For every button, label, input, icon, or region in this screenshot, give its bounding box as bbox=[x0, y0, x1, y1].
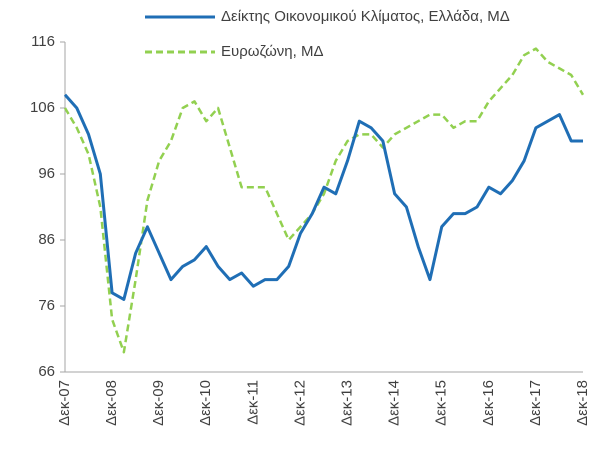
x-tick-label: Δεκ-16 bbox=[480, 380, 497, 426]
x-tick-label: Δεκ-07 bbox=[56, 380, 73, 426]
y-tick-label: 106 bbox=[30, 99, 55, 116]
y-tick-label: 96 bbox=[38, 165, 55, 182]
series-line bbox=[63, 47, 585, 354]
y-tick-label: 76 bbox=[38, 297, 55, 314]
x-tick-label: Δεκ-17 bbox=[527, 380, 544, 426]
x-tick-label: Δεκ-15 bbox=[433, 380, 450, 426]
y-tick-label: 86 bbox=[38, 231, 55, 248]
x-tick-label: Δεκ-10 bbox=[197, 380, 214, 426]
x-tick-label: Δεκ-09 bbox=[150, 380, 167, 426]
x-tick-label: Δεκ-11 bbox=[244, 380, 261, 425]
x-tick-label: Δεκ-13 bbox=[339, 380, 356, 426]
series-line bbox=[63, 93, 583, 301]
x-tick-label: Δεκ-18 bbox=[574, 380, 591, 426]
x-tick-label: Δεκ-12 bbox=[291, 380, 308, 426]
legend-label: Δείκτης Οικονομικού Κλίματος, Ελλάδα, ΜΔ bbox=[221, 8, 510, 25]
legend-label: Ευρωζώνη, ΜΔ bbox=[221, 43, 323, 60]
x-tick-label: Δεκ-08 bbox=[103, 380, 120, 426]
y-tick-label: 66 bbox=[38, 363, 55, 380]
x-tick-label: Δεκ-14 bbox=[386, 380, 403, 426]
y-tick-label: 116 bbox=[31, 33, 55, 50]
